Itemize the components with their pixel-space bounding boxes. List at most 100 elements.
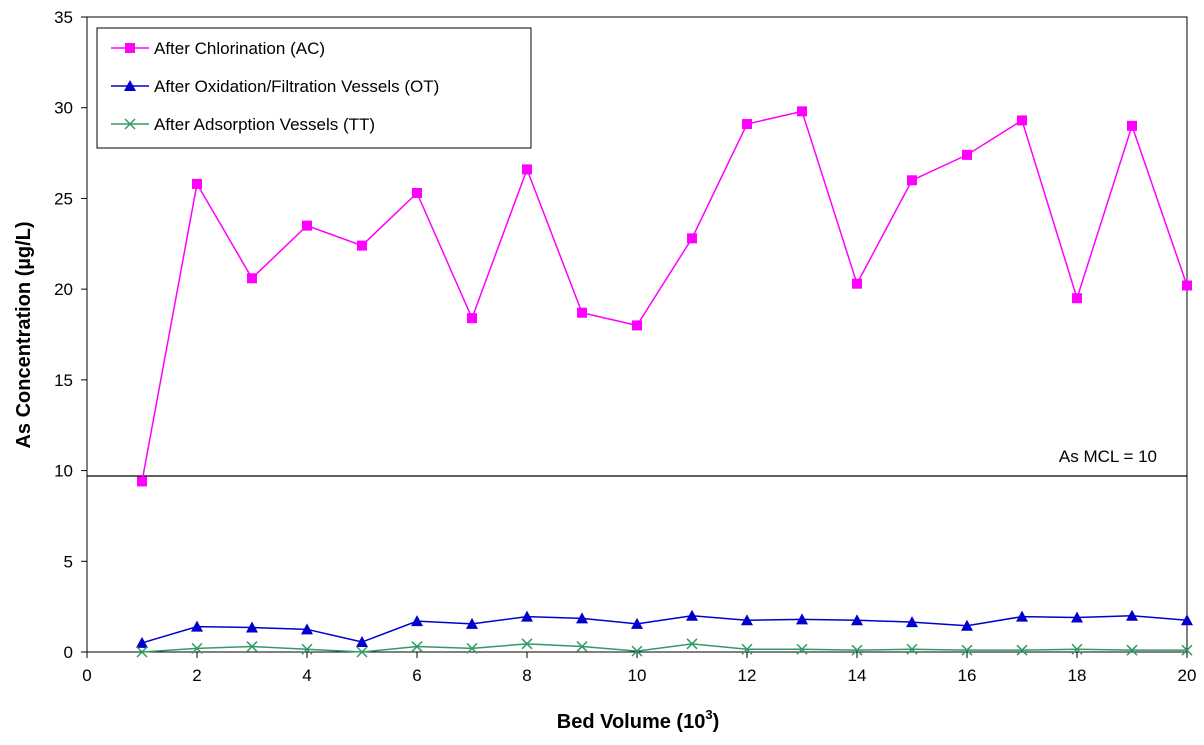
x-stroke bbox=[1016, 644, 1028, 656]
data-point-triangle bbox=[906, 616, 918, 628]
x-stroke bbox=[466, 642, 478, 654]
data-point-square bbox=[1072, 293, 1082, 304]
data-point-x bbox=[576, 641, 588, 653]
data-point-square bbox=[632, 320, 642, 331]
data-point-x bbox=[631, 645, 643, 657]
x-stroke bbox=[521, 638, 533, 650]
reference-line-group: As MCL = 10 bbox=[87, 447, 1187, 477]
y-tick-label: 15 bbox=[54, 371, 73, 390]
y-tick-label: 30 bbox=[54, 99, 73, 118]
series-3 bbox=[136, 638, 1193, 658]
data-point-triangle bbox=[301, 623, 313, 635]
data-point-square bbox=[125, 43, 135, 53]
x-stroke bbox=[796, 643, 808, 655]
data-point-triangle bbox=[356, 636, 368, 648]
x-axis-title-superscript: 3 bbox=[705, 707, 712, 722]
legend-label: After Oxidation/Filtration Vessels (OT) bbox=[154, 77, 439, 96]
series-line bbox=[141, 110, 1188, 482]
x-tick-label: 4 bbox=[302, 666, 311, 685]
x-stroke bbox=[686, 638, 698, 650]
data-point-x bbox=[1016, 644, 1028, 656]
data-point-square bbox=[1017, 115, 1027, 126]
legend-label: After Adsorption Vessels (TT) bbox=[154, 115, 375, 134]
x-stroke bbox=[851, 644, 863, 656]
data-point-triangle bbox=[246, 621, 258, 633]
x-stroke bbox=[411, 641, 423, 653]
data-point-x bbox=[686, 638, 698, 650]
y-tick-label: 5 bbox=[64, 552, 73, 571]
legend: After Chlorination (AC) After Oxidation/F… bbox=[96, 27, 532, 149]
data-point-triangle bbox=[741, 614, 753, 626]
data-point-triangle bbox=[631, 617, 643, 629]
data-point-triangle bbox=[1126, 609, 1138, 621]
x-axis-title-main: Bed Volume (10 bbox=[557, 711, 706, 733]
data-point-x bbox=[1181, 644, 1193, 656]
data-point-x bbox=[136, 646, 148, 658]
data-point-x bbox=[906, 643, 918, 655]
data-point-x bbox=[301, 643, 313, 655]
x-stroke bbox=[124, 118, 136, 130]
data-point-triangle bbox=[191, 620, 203, 632]
data-point-square bbox=[907, 175, 917, 186]
series-group bbox=[136, 106, 1193, 658]
data-point-x bbox=[521, 638, 533, 650]
series-line bbox=[141, 614, 1188, 644]
x-tick-label: 14 bbox=[848, 666, 867, 685]
data-point-triangle bbox=[796, 613, 808, 625]
x-stroke bbox=[136, 646, 148, 658]
x-tick-label: 12 bbox=[738, 666, 757, 685]
data-point-square bbox=[742, 119, 752, 130]
data-point-square bbox=[577, 307, 587, 318]
data-point-triangle bbox=[1071, 611, 1083, 623]
data-point-triangle bbox=[851, 614, 863, 626]
legend-label: After Chlorination (AC) bbox=[154, 39, 325, 58]
data-point-x bbox=[796, 643, 808, 655]
data-point-x bbox=[1126, 644, 1138, 656]
y-tick-label: 0 bbox=[64, 643, 73, 662]
data-point-x bbox=[961, 644, 973, 656]
data-point-square bbox=[1182, 280, 1192, 291]
x-tick-label: 10 bbox=[628, 666, 647, 685]
data-point-triangle bbox=[961, 619, 973, 631]
x-stroke bbox=[191, 642, 203, 654]
legend-item: After Oxidation/Filtration Vessels (OT) bbox=[111, 77, 439, 96]
data-point-x bbox=[411, 641, 423, 653]
x-stroke bbox=[906, 643, 918, 655]
data-point-square bbox=[467, 313, 477, 324]
x-stroke bbox=[301, 643, 313, 655]
data-point-square bbox=[247, 273, 257, 284]
data-point-x bbox=[246, 641, 258, 653]
data-point-x bbox=[191, 642, 203, 654]
x-tick-label: 8 bbox=[522, 666, 531, 685]
data-point-triangle bbox=[1181, 614, 1193, 626]
data-point-triangle bbox=[1016, 610, 1028, 622]
x-stroke bbox=[356, 646, 368, 658]
data-point-square bbox=[302, 220, 312, 231]
x-tick-label: 16 bbox=[958, 666, 977, 685]
data-point-triangle bbox=[136, 636, 148, 648]
series-1 bbox=[137, 106, 1192, 487]
data-point-triangle bbox=[686, 609, 698, 621]
x-tick-label: 0 bbox=[82, 666, 91, 685]
x-stroke bbox=[631, 645, 643, 657]
y-tick-label: 20 bbox=[54, 280, 73, 299]
x-stroke bbox=[1126, 644, 1138, 656]
x-tick-label: 6 bbox=[412, 666, 421, 685]
x-stroke bbox=[1181, 644, 1193, 656]
x-stroke bbox=[576, 641, 588, 653]
legend-item: After Adsorption Vessels (TT) bbox=[111, 115, 375, 134]
data-point-triangle bbox=[576, 612, 588, 624]
x-stroke bbox=[246, 641, 258, 653]
data-point-x bbox=[356, 646, 368, 658]
x-axis-title-suffix: ) bbox=[713, 711, 720, 733]
data-point-square bbox=[1127, 120, 1137, 131]
data-point-triangle bbox=[521, 610, 533, 622]
data-point-square bbox=[137, 476, 147, 487]
x-tick-label: 18 bbox=[1068, 666, 1087, 685]
y-tick-label: 25 bbox=[54, 189, 73, 208]
data-point-square bbox=[962, 149, 972, 160]
legend-box bbox=[96, 27, 532, 149]
data-point-square bbox=[412, 187, 422, 198]
